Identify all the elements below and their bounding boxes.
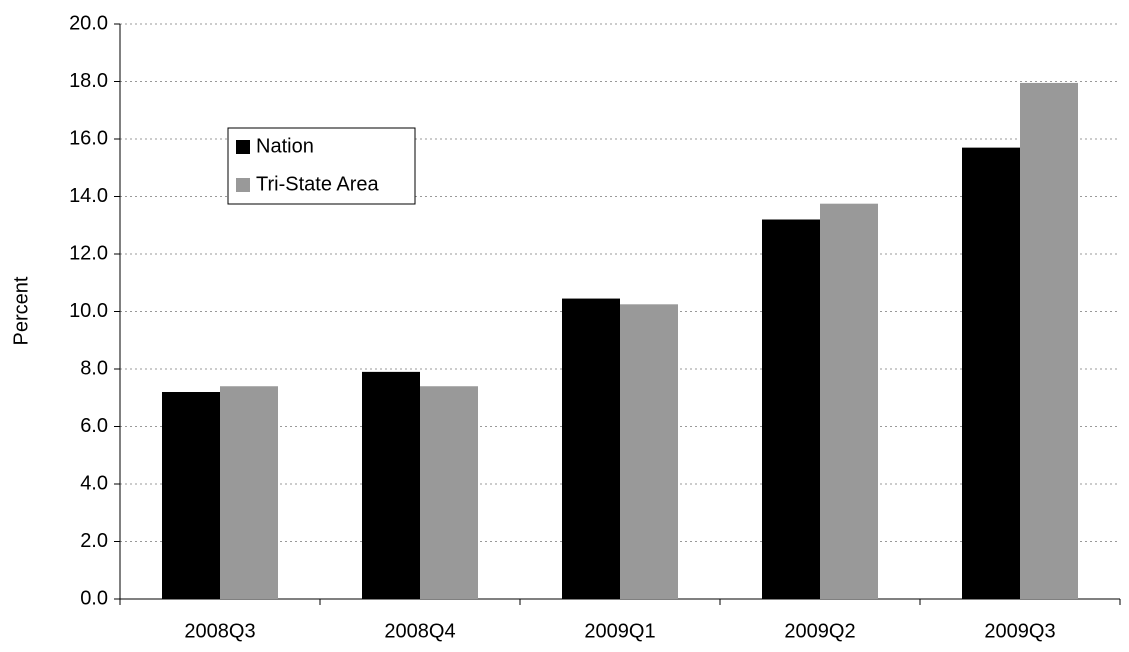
bar: [420, 386, 478, 599]
bar: [562, 298, 620, 599]
legend-swatch: [236, 178, 250, 192]
legend-label: Tri-State Area: [256, 173, 380, 195]
y-tick-label: 4.0: [80, 472, 108, 494]
x-tick-label: 2009Q2: [784, 620, 855, 642]
y-tick-label: 8.0: [80, 357, 108, 379]
y-tick-label: 6.0: [80, 415, 108, 437]
bar: [820, 203, 878, 599]
bar: [620, 304, 678, 599]
legend-swatch: [236, 140, 250, 154]
y-tick-label: 10.0: [69, 300, 108, 322]
bar: [1020, 82, 1078, 599]
x-tick-label: 2008Q3: [184, 620, 255, 642]
y-tick-label: 2.0: [80, 530, 108, 552]
x-tick-label: 2009Q1: [584, 620, 655, 642]
y-tick-label: 20.0: [69, 12, 108, 34]
y-tick-label: 16.0: [69, 127, 108, 149]
y-tick-label: 0.0: [80, 587, 108, 609]
y-tick-label: 14.0: [69, 185, 108, 207]
x-tick-label: 2009Q3: [984, 620, 1055, 642]
bar: [362, 371, 420, 599]
x-tick-label: 2008Q4: [384, 620, 455, 642]
legend-label: Nation: [256, 135, 314, 157]
bar: [162, 392, 220, 599]
y-axis-label: Percent: [10, 276, 32, 345]
bar: [220, 386, 278, 599]
y-tick-label: 12.0: [69, 242, 108, 264]
legend-box: [227, 127, 416, 205]
bar: [762, 219, 820, 599]
bar: [962, 147, 1020, 599]
y-tick-label: 18.0: [69, 70, 108, 92]
